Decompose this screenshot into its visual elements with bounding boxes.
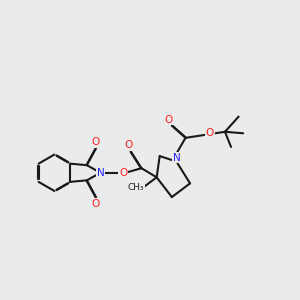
Text: O: O	[165, 115, 173, 124]
Text: O: O	[92, 137, 100, 147]
Text: O: O	[206, 128, 214, 138]
Text: N: N	[172, 153, 180, 163]
Text: CH₃: CH₃	[128, 183, 144, 192]
Text: N: N	[97, 168, 104, 178]
Text: O: O	[119, 168, 128, 178]
Text: O: O	[92, 199, 100, 209]
Text: O: O	[124, 140, 133, 150]
